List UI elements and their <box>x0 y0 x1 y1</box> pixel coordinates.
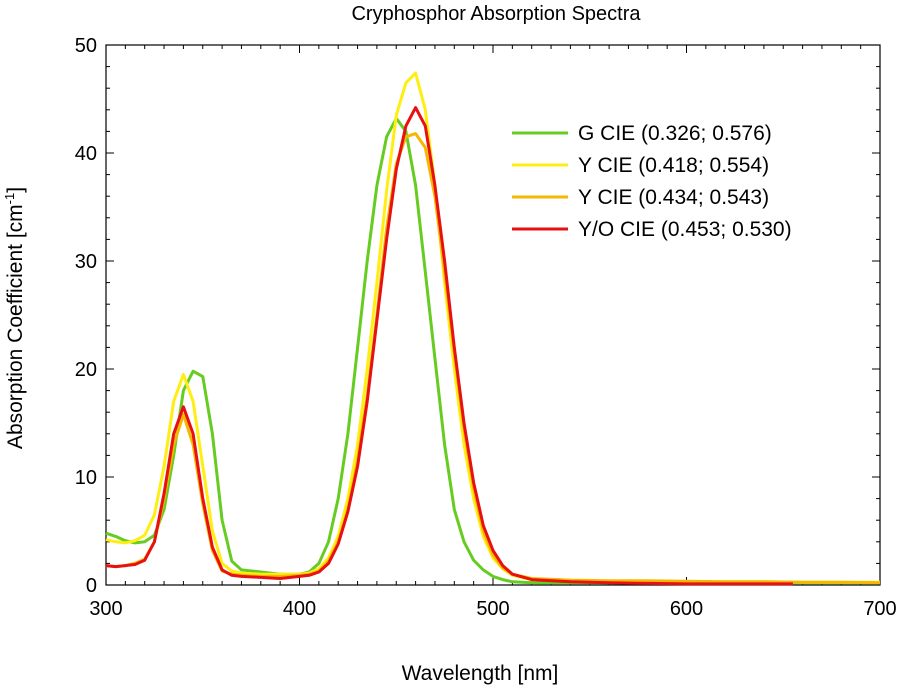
y-axis-label-main: Absorption Coefficient [cm <box>4 204 27 449</box>
y-tick-label: 10 <box>75 467 97 489</box>
x-tick-label: 300 <box>89 598 122 620</box>
y-tick-label: 20 <box>75 359 97 381</box>
legend-label-2: Y CIE (0.418; 0.554) <box>578 154 769 177</box>
x-tick-label: 500 <box>476 598 509 620</box>
y-axis-label-end: ] <box>4 187 27 193</box>
x-tick-label: 400 <box>283 598 316 620</box>
y-tick-label: 50 <box>75 35 97 57</box>
legend-label-3: Y CIE (0.434; 0.543) <box>578 186 769 209</box>
series-line-4 <box>105 106 793 586</box>
series-line-2 <box>105 71 880 584</box>
tick-labels: 300 400 500 600 700 0 10 20 30 40 50 <box>75 35 897 620</box>
x-tick-label: 600 <box>670 598 703 620</box>
legend: G CIE (0.326; 0.576) Y CIE (0.418; 0.554)… <box>512 122 792 241</box>
legend-label-1: G CIE (0.326; 0.576) <box>578 122 772 145</box>
y-axis-label-superscript: -1 <box>2 193 17 205</box>
series-lines <box>105 71 881 586</box>
y-tick-label: 30 <box>75 251 97 273</box>
legend-label-4: Y/O CIE (0.453; 0.530) <box>578 218 792 241</box>
y-axis-label: Absorption Coefficient [cm-1] <box>2 187 27 449</box>
axis-ticks <box>105 44 881 586</box>
x-axis-label: Wavelength [nm] <box>402 662 559 685</box>
y-tick-label: 40 <box>75 143 97 165</box>
y-tick-label: 0 <box>86 575 97 597</box>
x-tick-label: 700 <box>863 598 896 620</box>
chart-title: Cryphosphor Absorption Spectra <box>351 3 641 25</box>
